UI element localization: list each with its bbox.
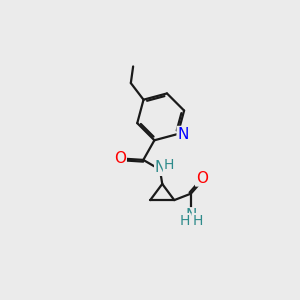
Text: O: O (114, 151, 126, 166)
Text: N: N (177, 127, 189, 142)
Text: H: H (179, 214, 190, 228)
Text: O: O (196, 171, 208, 186)
Text: N: N (185, 208, 196, 223)
Text: H: H (192, 214, 203, 228)
Text: N: N (155, 160, 166, 175)
Text: H: H (164, 158, 174, 172)
